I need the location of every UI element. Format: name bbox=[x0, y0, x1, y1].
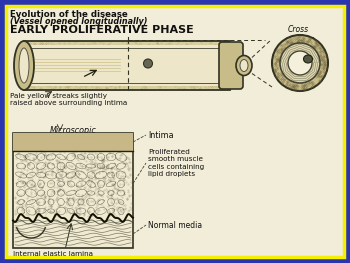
Text: Microscopic
appearances: Microscopic appearances bbox=[47, 126, 99, 145]
Text: Internal elastic lamina: Internal elastic lamina bbox=[13, 251, 93, 257]
Text: Intima: Intima bbox=[148, 130, 174, 139]
FancyBboxPatch shape bbox=[219, 42, 243, 89]
Ellipse shape bbox=[288, 51, 312, 75]
Ellipse shape bbox=[144, 59, 153, 68]
Text: Normal media: Normal media bbox=[148, 220, 202, 230]
Ellipse shape bbox=[303, 55, 313, 63]
Text: Proliferated
smooth muscle
cells containing
lipid droplets: Proliferated smooth muscle cells contain… bbox=[148, 149, 204, 177]
FancyBboxPatch shape bbox=[30, 45, 224, 86]
Text: Pale yellow streaks slightly
raised above surrounding intima: Pale yellow streaks slightly raised abov… bbox=[10, 93, 127, 106]
FancyBboxPatch shape bbox=[22, 41, 232, 90]
Text: EARLY PROLIFERATIVE PHASE: EARLY PROLIFERATIVE PHASE bbox=[10, 25, 194, 35]
Ellipse shape bbox=[280, 43, 320, 83]
Ellipse shape bbox=[272, 35, 328, 91]
Ellipse shape bbox=[14, 41, 34, 90]
Ellipse shape bbox=[240, 59, 248, 72]
Ellipse shape bbox=[19, 48, 29, 83]
Ellipse shape bbox=[236, 55, 252, 75]
Text: Cross
section: Cross section bbox=[288, 25, 316, 44]
Text: Evolution of the disease: Evolution of the disease bbox=[10, 10, 128, 19]
Bar bbox=[13, 133, 133, 151]
Bar bbox=[13, 133, 133, 248]
Text: (Vessel opened longitudinally): (Vessel opened longitudinally) bbox=[10, 17, 147, 26]
